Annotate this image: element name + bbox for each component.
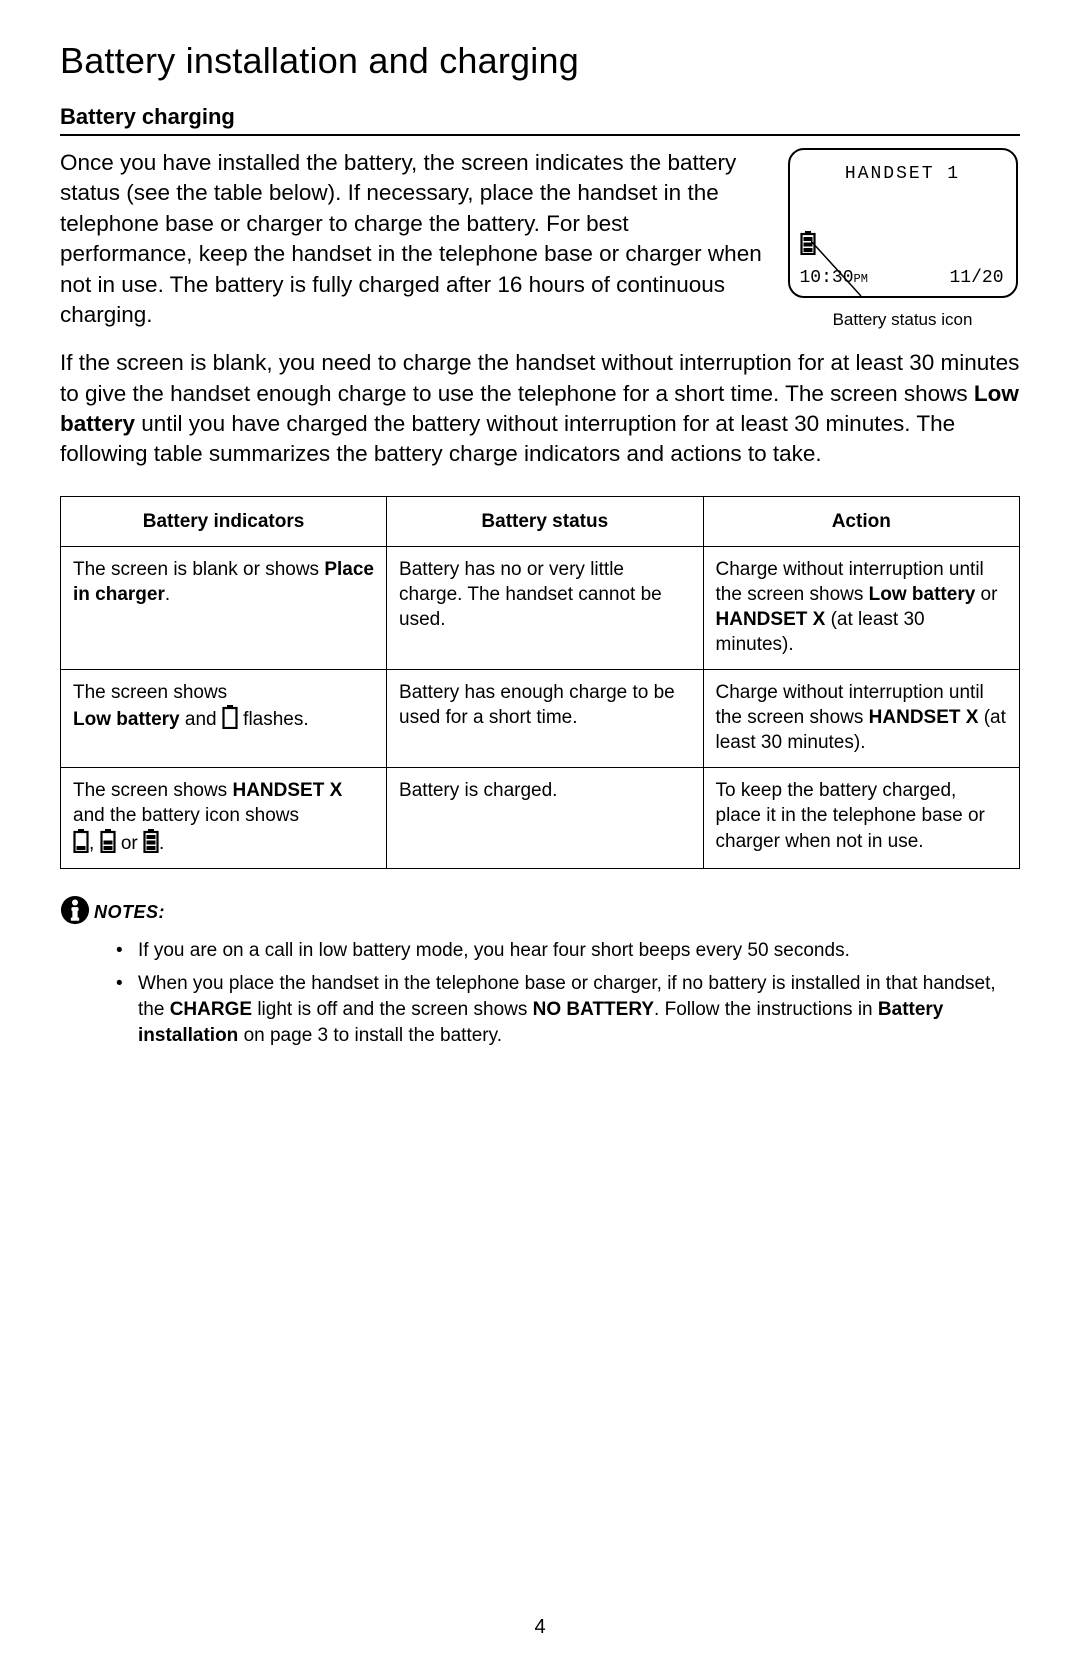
battery-status-table: Battery indicators Battery status Action…	[60, 496, 1020, 869]
table-cell-status: Battery is charged.	[387, 768, 703, 868]
table-header-row: Battery indicators Battery status Action	[61, 496, 1020, 546]
notes-heading: NOTES:	[60, 895, 1020, 930]
intro-paragraph-2: If the screen is blank, you need to char…	[60, 348, 1020, 470]
handset-screen-title: HANDSET 1	[790, 164, 1016, 184]
table-row: The screen is blank or shows Place in ch…	[61, 546, 1020, 669]
list-item: If you are on a call in low battery mode…	[116, 938, 1020, 964]
handset-screen-time: 10:30PM	[800, 268, 868, 288]
table-header-indicators: Battery indicators	[61, 496, 387, 546]
battery-3bar-icon	[143, 833, 159, 854]
table-cell-status: Battery has enough charge to be used for…	[387, 670, 703, 768]
intro-paragraph-1: Once you have installed the battery, the…	[60, 148, 767, 330]
page-title: Battery installation and charging	[60, 40, 1020, 82]
table-cell-indicator: The screen shows HANDSET X and the batte…	[61, 768, 387, 868]
table-header-status: Battery status	[387, 496, 703, 546]
battery-status-icon	[800, 231, 816, 256]
battery-1bar-icon	[73, 833, 89, 854]
table-cell-action: Charge without interruption until the sc…	[703, 670, 1019, 768]
table-cell-action: To keep the battery charged, place it in…	[703, 768, 1019, 868]
section-heading: Battery charging	[60, 104, 1020, 136]
table-row: The screen shows HANDSET X and the batte…	[61, 768, 1020, 868]
handset-screen-caption: Battery status icon	[833, 310, 973, 330]
battery-empty-icon	[222, 709, 238, 730]
notes-list: If you are on a call in low battery mode…	[60, 938, 1020, 1049]
info-icon	[60, 895, 90, 930]
table-cell-indicator: The screen is blank or shows Place in ch…	[61, 546, 387, 669]
table-header-action: Action	[703, 496, 1019, 546]
list-item: When you place the handset in the teleph…	[116, 971, 1020, 1048]
notes-block: NOTES: If you are on a call in low batte…	[60, 895, 1020, 1049]
intro-row: Once you have installed the battery, the…	[60, 148, 1020, 330]
notes-label: NOTES:	[94, 902, 165, 923]
table-cell-indicator: The screen shows Low battery and flashes…	[61, 670, 387, 768]
battery-2bar-icon	[100, 833, 116, 854]
table-cell-status: Battery has no or very little charge. Th…	[387, 546, 703, 669]
handset-screen: HANDSET 1 10:30PM 11/20	[788, 148, 1018, 298]
handset-screen-date: 11/20	[949, 268, 1003, 288]
page-number: 4	[0, 1616, 1080, 1639]
handset-screen-figure: HANDSET 1 10:30PM 11/20 Battery status i…	[785, 148, 1020, 330]
table-row: The screen shows Low battery and flashes…	[61, 670, 1020, 768]
table-cell-action: Charge without interruption until the sc…	[703, 546, 1019, 669]
